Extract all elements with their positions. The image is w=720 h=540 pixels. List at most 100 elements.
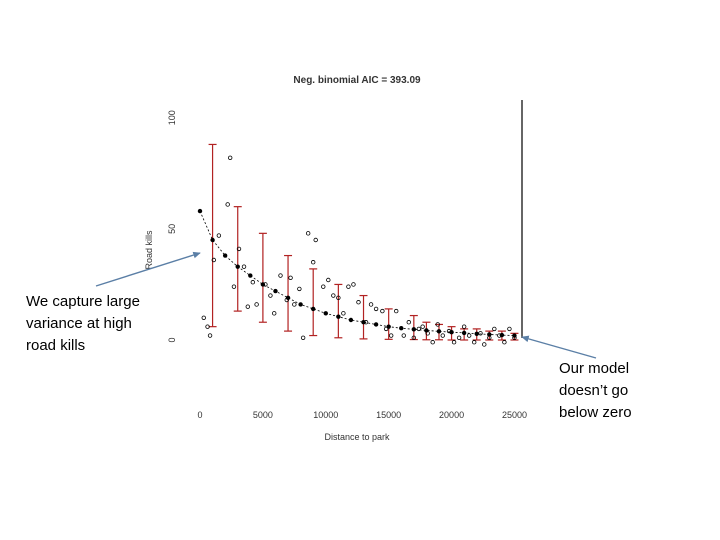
fit-point bbox=[235, 264, 240, 269]
observed-point bbox=[292, 302, 297, 307]
observed-point bbox=[507, 326, 512, 332]
observed-point bbox=[341, 311, 346, 316]
observed-point bbox=[411, 335, 417, 340]
x-tick-label: 0 bbox=[197, 410, 202, 420]
fit-point bbox=[361, 320, 366, 325]
observed-point bbox=[336, 295, 341, 300]
observed-point bbox=[461, 324, 467, 329]
observed-point bbox=[478, 331, 483, 336]
observed-point bbox=[207, 333, 213, 338]
fit-point bbox=[311, 306, 316, 312]
fit-point bbox=[487, 332, 492, 337]
observed-point bbox=[241, 264, 247, 269]
observed-point bbox=[278, 273, 283, 278]
observed-point bbox=[272, 311, 277, 316]
observed-point bbox=[356, 300, 361, 305]
callout-right-text: Our model doesn’t go below zero bbox=[559, 360, 632, 421]
error-bars bbox=[208, 143, 519, 341]
observed-point bbox=[254, 302, 259, 307]
fit-point bbox=[373, 322, 379, 327]
observed-point bbox=[313, 237, 318, 243]
callout-left-text: We capture large variance at high road k… bbox=[26, 293, 140, 354]
x-axis-ticks: 0 5000 10000 15000 20000 25000 bbox=[197, 410, 526, 420]
observed-point bbox=[225, 202, 230, 207]
observed-point bbox=[211, 257, 217, 263]
observed-point bbox=[331, 293, 336, 298]
y-tick-label: 0 bbox=[167, 337, 177, 342]
observed-point bbox=[451, 340, 457, 345]
x-tick-label: 10000 bbox=[313, 410, 338, 420]
observed-point bbox=[456, 335, 462, 340]
observed-point bbox=[216, 233, 222, 238]
observed-point bbox=[300, 335, 306, 340]
observed-point bbox=[406, 320, 411, 325]
observed-point bbox=[440, 333, 445, 338]
observed-point bbox=[472, 340, 477, 345]
observed-point bbox=[482, 342, 487, 347]
fit-point bbox=[260, 282, 266, 287]
callout-right-arrow bbox=[521, 335, 597, 359]
x-tick-label: 25000 bbox=[502, 410, 527, 420]
observed-point bbox=[311, 260, 316, 265]
fit-point bbox=[348, 317, 354, 323]
observed-point bbox=[401, 333, 406, 338]
y-tick-label: 100 bbox=[167, 110, 177, 125]
fit-point bbox=[474, 331, 479, 336]
fit-point bbox=[298, 302, 303, 307]
fit-point bbox=[285, 295, 291, 300]
y-axis-label: Road kills bbox=[144, 230, 154, 270]
x-tick-label: 15000 bbox=[376, 410, 401, 420]
observed-point bbox=[351, 282, 356, 287]
fit-point bbox=[197, 208, 203, 214]
observed-point bbox=[236, 246, 242, 252]
x-tick-label: 5000 bbox=[253, 410, 273, 420]
callout-left-arrow bbox=[95, 251, 201, 287]
observed-point bbox=[394, 308, 399, 314]
fit-point bbox=[499, 332, 505, 338]
x-tick-label: 20000 bbox=[439, 410, 464, 420]
observed-point bbox=[435, 322, 440, 327]
y-axis-ticks: 0 50 100 bbox=[167, 110, 177, 342]
fit-point bbox=[210, 237, 215, 243]
fit-point bbox=[449, 330, 454, 335]
observed-point bbox=[201, 315, 206, 320]
observed-point bbox=[420, 324, 425, 329]
observed-point bbox=[380, 308, 385, 314]
observed-point bbox=[326, 277, 331, 283]
fitted-curve bbox=[197, 208, 517, 338]
observed-point bbox=[321, 284, 326, 289]
observed-point bbox=[305, 231, 311, 236]
observed-point bbox=[268, 293, 273, 298]
observed-point bbox=[245, 304, 250, 309]
fit-point bbox=[323, 311, 328, 316]
observed-points bbox=[201, 155, 517, 347]
chart-title: Neg. binomial AIC = 393.09 bbox=[293, 75, 421, 86]
observed-point bbox=[373, 306, 379, 312]
x-axis-label: Distance to park bbox=[324, 432, 390, 442]
fit-point bbox=[436, 329, 442, 334]
fit-point bbox=[461, 330, 467, 336]
fit-point bbox=[399, 326, 404, 331]
fit-point bbox=[411, 327, 417, 332]
observed-point bbox=[388, 333, 394, 338]
observed-point bbox=[346, 284, 351, 289]
observed-point bbox=[383, 326, 389, 332]
observed-point bbox=[430, 340, 435, 345]
observed-point bbox=[288, 275, 293, 280]
observed-point bbox=[416, 326, 422, 332]
fit-point bbox=[336, 314, 341, 319]
observed-point bbox=[227, 155, 233, 160]
observed-point bbox=[231, 284, 237, 289]
fit-curve-line bbox=[199, 210, 515, 336]
observed-point bbox=[297, 286, 302, 292]
fit-point bbox=[424, 328, 429, 333]
observed-point bbox=[502, 340, 507, 345]
observed-point bbox=[466, 333, 472, 338]
fit-point bbox=[386, 324, 391, 329]
fit-point bbox=[248, 273, 253, 278]
observed-point bbox=[205, 324, 210, 329]
observed-point bbox=[492, 326, 497, 332]
observed-point bbox=[250, 280, 256, 285]
fit-point bbox=[512, 333, 517, 338]
